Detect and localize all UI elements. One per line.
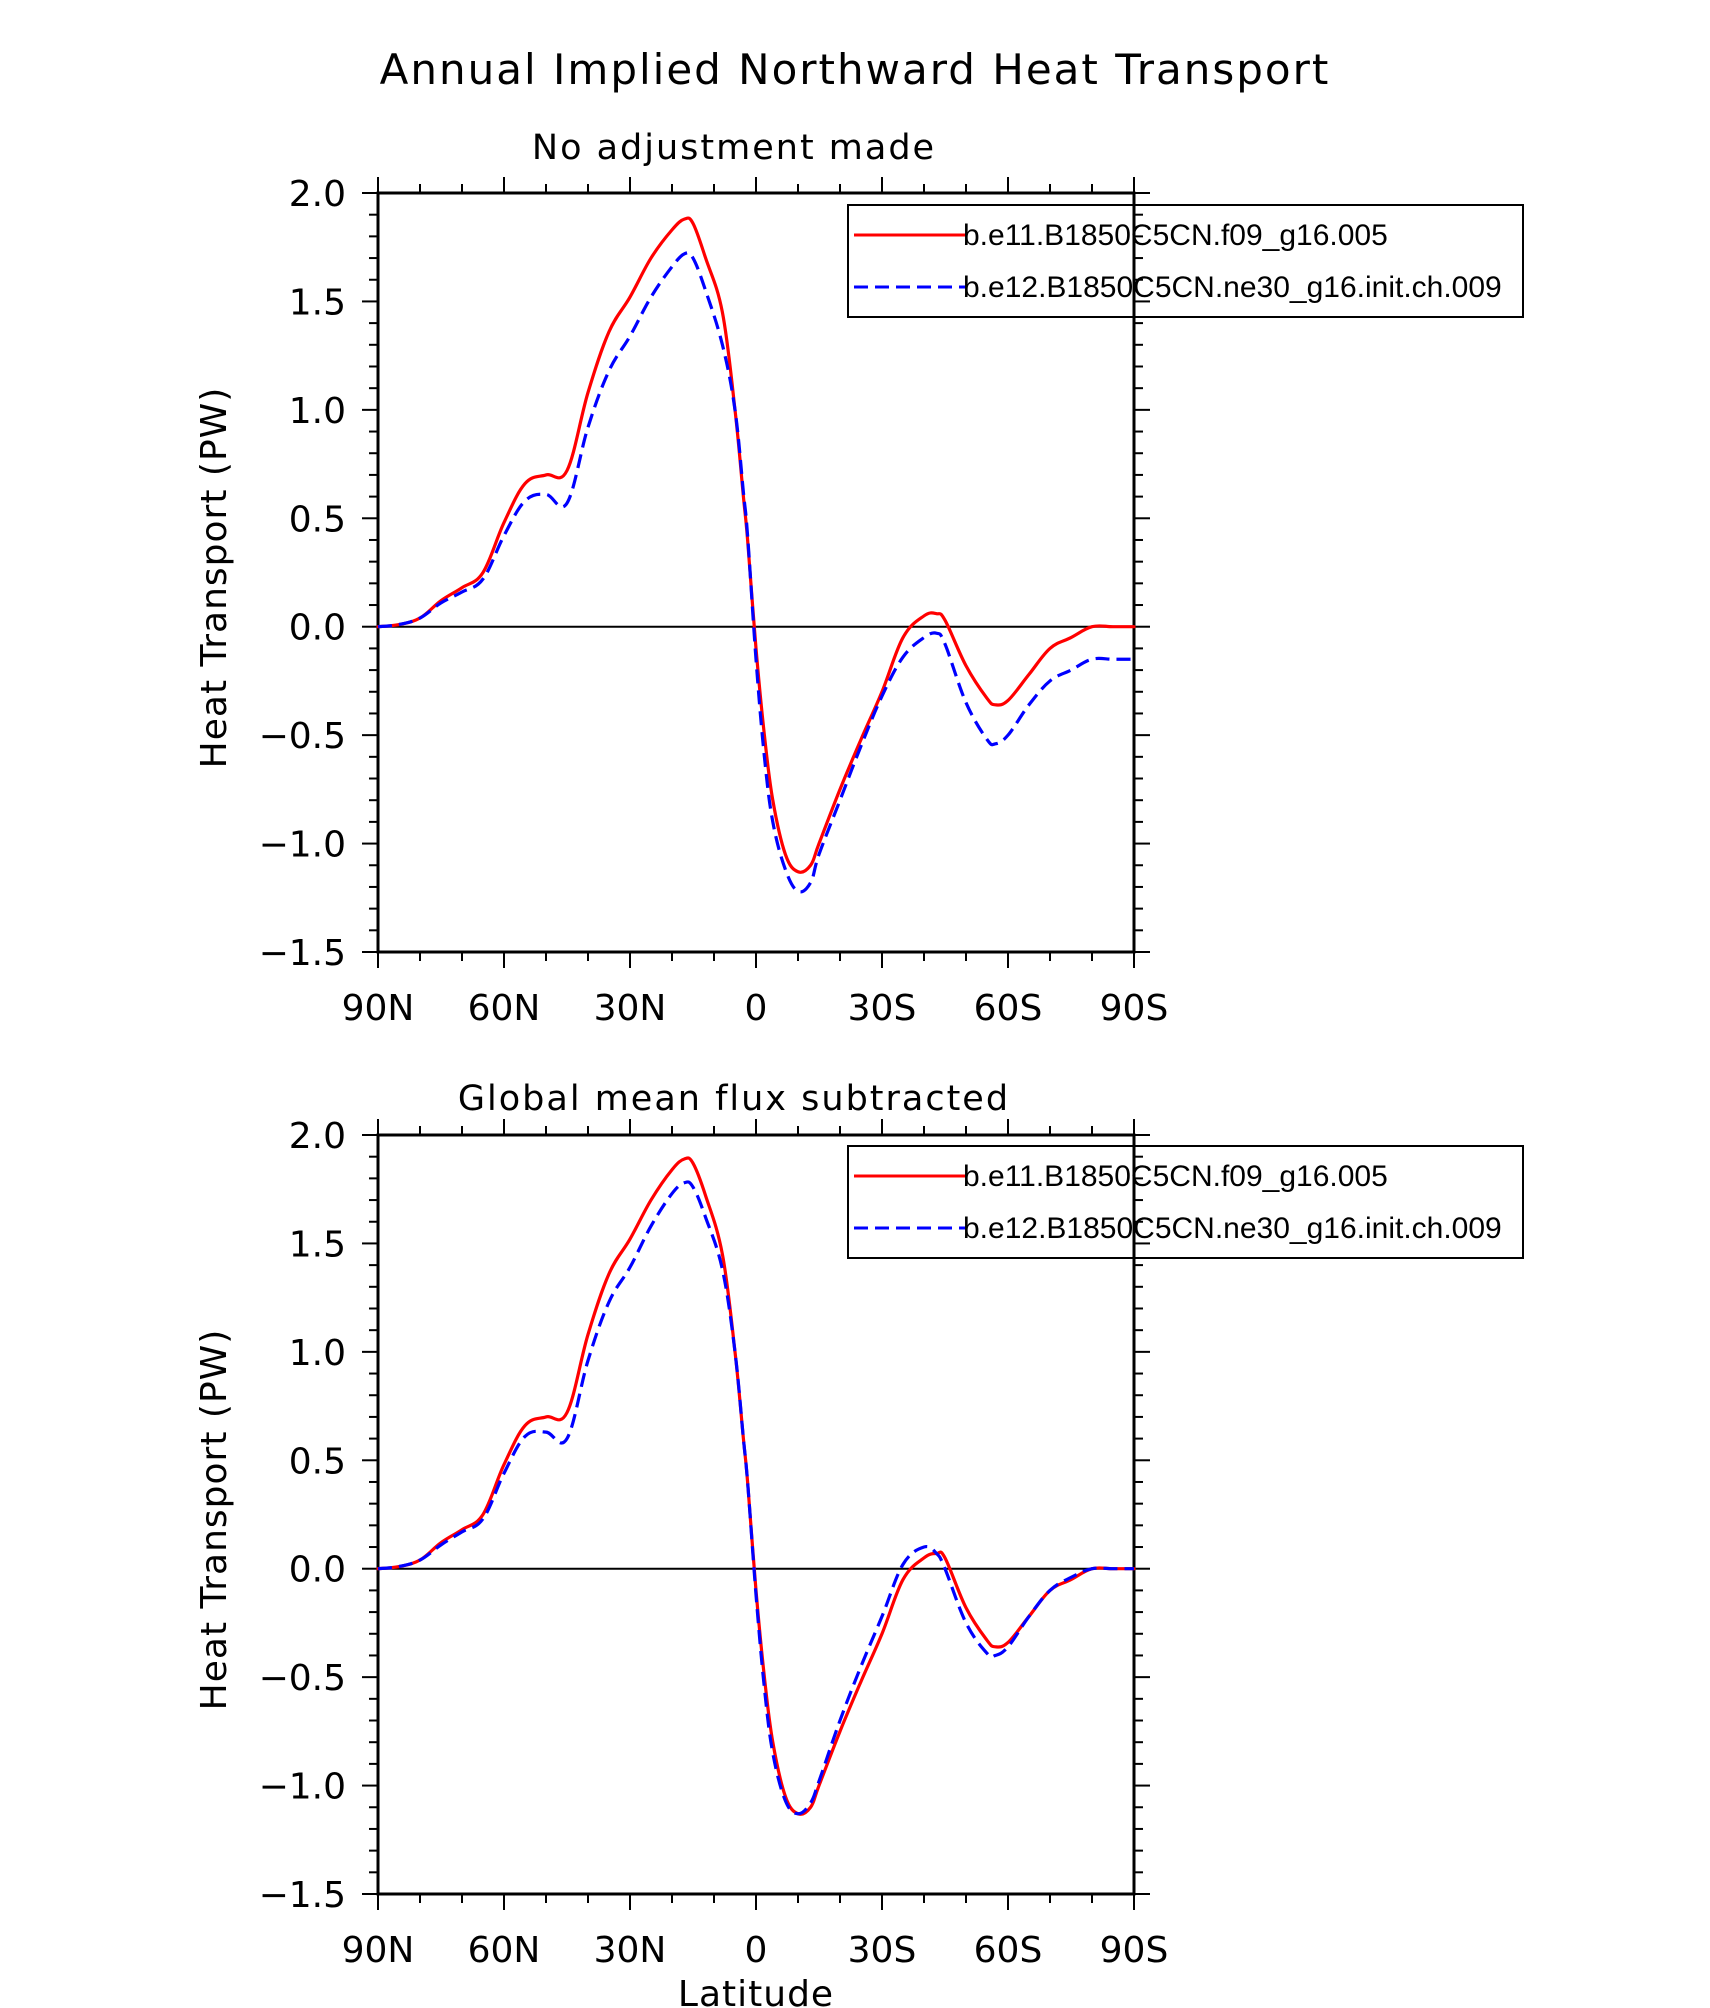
series-line-2 xyxy=(377,251,1134,894)
y-tick-label: 0.0 xyxy=(289,608,346,649)
legend-box xyxy=(847,1145,1524,1259)
x-tick-label: 60N xyxy=(468,1930,541,1971)
legend-label-2: b.e12.B1850C5CN.ne30_g16.init.ch.009 xyxy=(963,271,1502,304)
y-tick-label: 1.5 xyxy=(289,282,346,323)
y-tick-label: −1.5 xyxy=(259,933,346,974)
x-tick-label: 30S xyxy=(848,988,917,1029)
plot-area xyxy=(376,1156,1136,1816)
x-tick-label: 30N xyxy=(594,1930,667,1971)
y-axis-label: Heat Transport (PW) xyxy=(194,387,235,769)
legend-label-1: b.e11.B1850C5CN.f09_g16.005 xyxy=(963,1160,1388,1193)
y-tick-label: −1.0 xyxy=(259,825,346,866)
x-tick-label: 30S xyxy=(848,1930,917,1971)
legend: b.e11.B1850C5CN.f09_g16.005 b.e12.B1850C5… xyxy=(847,1145,1524,1259)
y-tick-label: −1.5 xyxy=(259,1875,346,1916)
y-tick-label: 1.0 xyxy=(289,1333,346,1374)
legend-label-2: b.e12.B1850C5CN.ne30_g16.init.ch.009 xyxy=(963,1212,1502,1245)
x-tick-label: 60S xyxy=(974,988,1043,1029)
axes-frame: 2.0 1.5 1.0 0.5 0.0 −0.5 −1.0 −1.5 90N 60N 30N 0 30S… xyxy=(194,174,1168,1029)
x-tick-label: 90S xyxy=(1100,1930,1169,1971)
y-tick-label: 2.0 xyxy=(289,174,346,215)
plot-area xyxy=(376,216,1136,894)
y-tick-label: 0.5 xyxy=(289,1441,346,1482)
y-tick-label: −0.5 xyxy=(259,716,346,757)
legend-box xyxy=(847,204,1524,318)
figure-title: Annual Implied Northward Heat Transport xyxy=(380,45,1331,94)
panel-title: No adjustment made xyxy=(532,128,936,168)
y-tick-label: 1.0 xyxy=(289,391,346,432)
axes-frame: 2.0 1.5 1.0 0.5 0.0 −0.5 −1.0 −1.5 90N 60N 30N 0 30S… xyxy=(194,1116,1168,2008)
y-tick-label: −0.5 xyxy=(259,1658,346,1699)
y-tick-label: −1.0 xyxy=(259,1767,346,1808)
series-line-2 xyxy=(377,1180,1134,1816)
x-tick-label: 0 xyxy=(745,1930,768,1971)
x-tick-label: 90N xyxy=(342,1930,415,1971)
y-tick-label: 2.0 xyxy=(289,1116,346,1157)
legend-label-1: b.e11.B1850C5CN.f09_g16.005 xyxy=(963,219,1388,252)
panel-global-mean-subtracted: Global mean flux subtracted 2.0 1.5 1.0 0.5… xyxy=(194,1079,1524,2008)
legend: b.e11.B1850C5CN.f09_g16.005 b.e12.B1850C5… xyxy=(847,204,1524,318)
panel-title: Global mean flux subtracted xyxy=(458,1079,1010,1119)
y-tick-label: 0.0 xyxy=(289,1550,346,1591)
y-tick-label: 0.5 xyxy=(289,499,346,540)
x-tick-label: 90S xyxy=(1100,988,1169,1029)
x-tick-label: 60N xyxy=(468,988,541,1029)
y-tick-label: 1.5 xyxy=(289,1224,346,1265)
x-tick-label: 30N xyxy=(594,988,667,1029)
x-axis-label: Latitude xyxy=(678,1974,834,2008)
x-tick-label: 0 xyxy=(745,988,768,1029)
panel-no-adjustment: No adjustment made 2.0 1.5 1.0 0.5 0.0 −0.5 −1… xyxy=(194,128,1524,1029)
y-axis-label: Heat Transport (PW) xyxy=(194,1329,235,1711)
x-tick-label: 60S xyxy=(974,1930,1043,1971)
x-tick-label: 90N xyxy=(342,988,415,1029)
